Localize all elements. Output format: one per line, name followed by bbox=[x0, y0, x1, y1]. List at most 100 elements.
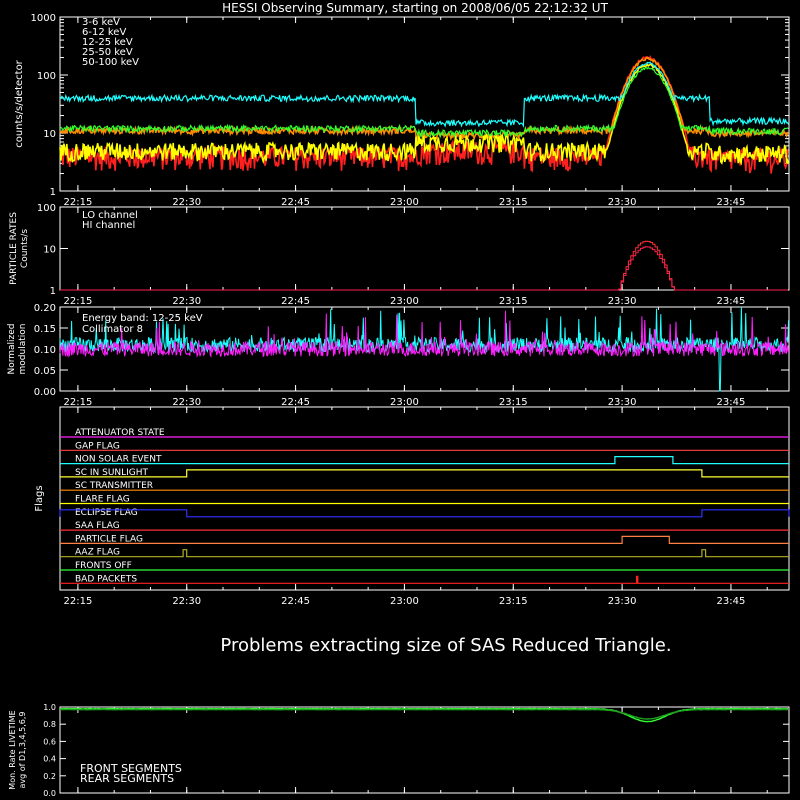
y-tick-label: 100 bbox=[37, 71, 56, 82]
y-axis-label: modulation bbox=[18, 324, 28, 375]
figure-title: HESSI Observing Summary, starting on 200… bbox=[222, 1, 608, 15]
flag-label: SC TRANSMITTER bbox=[75, 481, 153, 491]
series-line bbox=[59, 707, 789, 723]
flag-label: SAA FLAG bbox=[75, 521, 120, 531]
x-tick-label: 23:15 bbox=[499, 296, 528, 307]
legend-entry: LO channel bbox=[82, 210, 138, 221]
legend-entry: 25-50 keV bbox=[82, 47, 133, 58]
x-tick-label: 23:45 bbox=[717, 596, 746, 607]
flag-label: ECLIPSE FLAG bbox=[75, 508, 138, 518]
x-tick-label: 23:30 bbox=[608, 296, 637, 307]
x-tick-label: 23:15 bbox=[499, 596, 528, 607]
x-tick-label: 22:15 bbox=[63, 197, 92, 208]
y-axis-label: PARTICLE RATES bbox=[9, 212, 19, 285]
annotation: Energy band: 12-25 keV bbox=[82, 313, 203, 324]
error-message: Problems extracting size of SAS Reduced … bbox=[220, 635, 671, 656]
plot-frame bbox=[59, 406, 790, 591]
x-tick-label: 23:00 bbox=[390, 596, 419, 607]
legend-entry: FRONT SEGMENTS bbox=[80, 762, 182, 775]
flag-line bbox=[60, 575, 789, 584]
series-line bbox=[59, 55, 789, 174]
x-tick-label: 22:45 bbox=[281, 397, 310, 408]
x-tick-label: 23:15 bbox=[499, 397, 528, 408]
flag-line bbox=[60, 456, 789, 465]
x-tick-label: 22:15 bbox=[63, 596, 92, 607]
x-tick-label: 22:45 bbox=[281, 596, 310, 607]
y-tick-label: 10 bbox=[43, 245, 56, 256]
flag-line bbox=[60, 549, 789, 558]
legend-entry: REAR SEGMENTS bbox=[80, 772, 174, 785]
y-tick-label: 0.10 bbox=[34, 345, 56, 356]
x-tick-label: 23:45 bbox=[717, 197, 746, 208]
legend-entry: 6-12 keV bbox=[82, 27, 126, 38]
x-tick-label: 22:30 bbox=[172, 397, 201, 408]
legend-entry: 50-100 keV bbox=[82, 57, 139, 68]
x-tick-label: 23:00 bbox=[390, 197, 419, 208]
series-line bbox=[59, 56, 790, 142]
x-tick-label: 22:45 bbox=[281, 296, 310, 307]
y-tick-label: 0.05 bbox=[34, 366, 56, 377]
y-axis-label: Counts/s bbox=[20, 229, 30, 268]
y-tick-label: 1.0 bbox=[43, 703, 56, 712]
flag-line bbox=[59, 509, 790, 518]
series-line bbox=[60, 246, 788, 291]
x-tick-label: 23:00 bbox=[390, 296, 419, 307]
flag-line bbox=[60, 469, 789, 478]
x-tick-label: 23:30 bbox=[608, 197, 637, 208]
y-tick-label: 0.2 bbox=[43, 772, 56, 781]
x-tick-label: 23:15 bbox=[499, 197, 528, 208]
flag-line bbox=[60, 535, 789, 544]
y-tick-label: 0.4 bbox=[43, 755, 56, 764]
y-axis-label: Normalized bbox=[7, 323, 17, 374]
flag-label: BAD PACKETS bbox=[75, 574, 137, 584]
x-tick-label: 22:30 bbox=[172, 296, 201, 307]
x-tick-label: 23:00 bbox=[390, 397, 419, 408]
plot-frame bbox=[59, 706, 790, 794]
flag-label: ATTENUATOR STATE bbox=[75, 428, 165, 438]
x-tick-label: 23:30 bbox=[608, 596, 637, 607]
legend-entry: 12-25 keV bbox=[82, 37, 133, 48]
flag-label: FRONTS OFF bbox=[75, 561, 132, 571]
series-line bbox=[59, 66, 789, 139]
series-line bbox=[59, 62, 790, 166]
y-tick-label: 0.0 bbox=[43, 789, 56, 798]
flag-label: SC IN SUNLIGHT bbox=[75, 468, 149, 478]
flag-label: GAP FLAG bbox=[75, 441, 120, 451]
plot-frame bbox=[59, 16, 790, 192]
y-tick-label: 10 bbox=[43, 129, 56, 140]
y-tick-label: 1000 bbox=[31, 13, 56, 24]
y-axis-label: avg of D1,3,4,5,6,9 bbox=[18, 712, 27, 789]
x-tick-label: 23:45 bbox=[717, 397, 746, 408]
y-tick-label: 1 bbox=[50, 286, 56, 297]
legend-entry: Collimator 8 bbox=[82, 324, 143, 335]
y-axis-label: counts/s/detector bbox=[14, 59, 25, 147]
series-line bbox=[60, 240, 788, 291]
plot-frame bbox=[59, 206, 790, 291]
x-tick-label: 22:30 bbox=[172, 197, 201, 208]
y-tick-label: 0.15 bbox=[34, 324, 56, 335]
flag-label: AAZ FLAG bbox=[75, 548, 120, 558]
x-tick-label: 22:30 bbox=[172, 596, 201, 607]
x-tick-label: 23:45 bbox=[717, 296, 746, 307]
series-line bbox=[59, 61, 790, 128]
x-tick-label: 22:45 bbox=[281, 197, 310, 208]
y-tick-label: 0.20 bbox=[34, 303, 56, 314]
legend-entry: HI channel bbox=[82, 220, 135, 231]
y-tick-label: 0.8 bbox=[43, 720, 56, 729]
x-tick-label: 23:30 bbox=[608, 397, 637, 408]
y-tick-label: 100 bbox=[37, 203, 56, 214]
series-line bbox=[59, 306, 789, 392]
series-line bbox=[59, 708, 789, 720]
y-axis-label: Mon. Rate LIVETIME bbox=[8, 710, 17, 789]
y-tick-label: 1 bbox=[50, 187, 56, 198]
x-tick-label: 22:15 bbox=[63, 397, 92, 408]
flag-label: PARTICLE FLAG bbox=[75, 534, 143, 544]
flag-label: FLARE FLAG bbox=[75, 495, 130, 505]
flag-label: NON SOLAR EVENT bbox=[75, 455, 162, 465]
y-tick-label: 0.00 bbox=[34, 387, 56, 398]
series-line bbox=[59, 310, 789, 358]
x-tick-label: 22:15 bbox=[63, 296, 92, 307]
y-tick-label: 0.6 bbox=[43, 737, 56, 746]
y-axis-label: Flags bbox=[34, 485, 45, 511]
